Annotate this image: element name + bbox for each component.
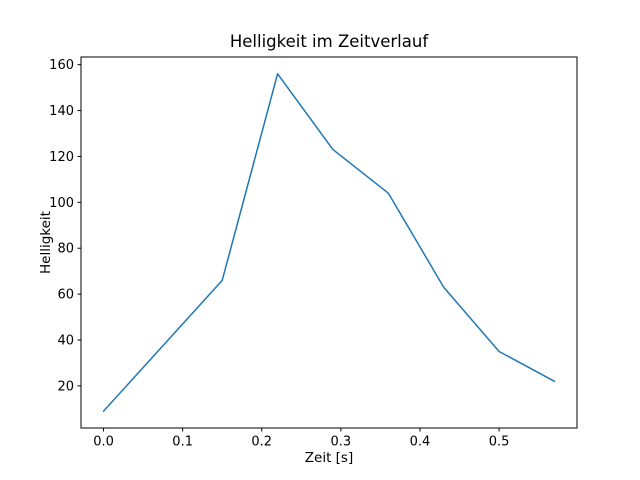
x-tick-label: 0.2 xyxy=(251,435,272,450)
y-tick-label: 120 xyxy=(49,150,74,165)
x-axis-label: Zeit [s] xyxy=(305,450,353,466)
y-tick-label: 60 xyxy=(57,288,74,303)
y-tick-label: 80 xyxy=(57,242,74,257)
x-tick-label: 0.1 xyxy=(172,435,193,450)
axis-ticks: 0.0 0.1 0.2 0.3 0.4 0.5 20 40 60 80 100 120 140 160 xyxy=(49,58,509,449)
y-tick-label: 140 xyxy=(49,104,74,119)
x-tick-label: 0.0 xyxy=(93,435,114,450)
x-tick-label: 0.4 xyxy=(410,435,431,450)
y-axis-label: Helligkeit xyxy=(38,211,54,274)
y-tick-label: 40 xyxy=(57,334,74,349)
y-tick-label: 160 xyxy=(49,58,74,73)
axes-spines xyxy=(80,56,578,429)
plot-area xyxy=(81,57,577,428)
x-tick-label: 0.3 xyxy=(331,435,352,450)
y-tick-label: 20 xyxy=(57,379,74,394)
x-tick-label: 0.5 xyxy=(489,435,510,450)
y-tick-label: 100 xyxy=(49,196,74,211)
chart-title: Helligkeit im Zeitverlauf xyxy=(230,32,429,51)
data-line xyxy=(102,73,556,412)
